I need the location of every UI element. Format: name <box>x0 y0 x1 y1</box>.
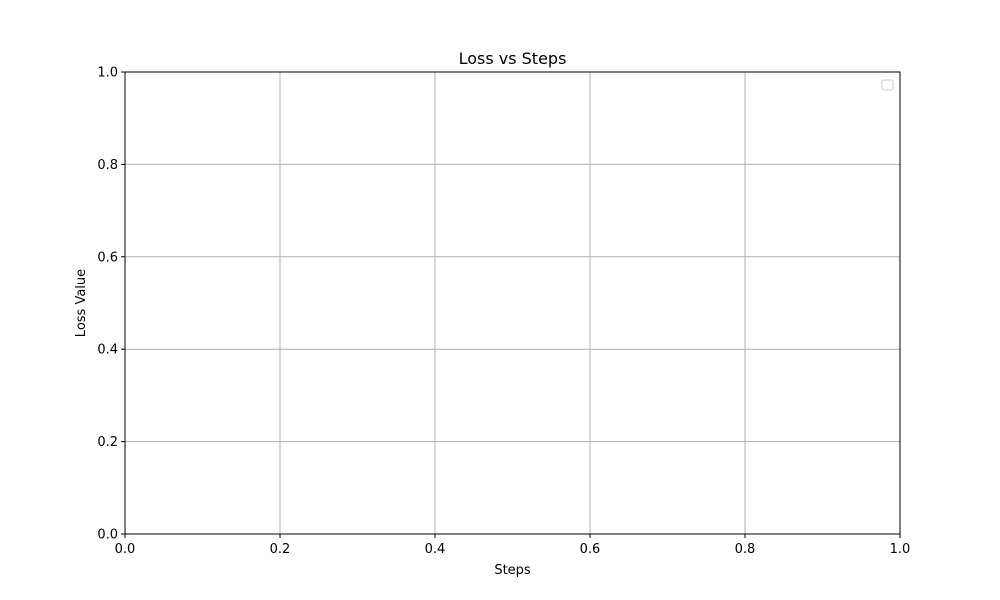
y-tick-label: 0.0 <box>97 528 118 543</box>
x-tick-label: 0.0 <box>115 542 136 557</box>
grid-lines <box>124 71 901 535</box>
y-tick-label: 1.0 <box>97 66 118 81</box>
x-tick-label: 0.6 <box>580 542 601 557</box>
chart-title: Loss vs Steps <box>459 49 567 68</box>
x-tick-label: 0.4 <box>425 542 446 557</box>
x-tick-label: 0.2 <box>270 542 291 557</box>
y-tick-label: 0.4 <box>97 343 118 358</box>
axis-ticks: 0.0 0.2 0.4 0.6 0.8 1.0 0.0 0.2 0.4 0.6 0.8 1.0 <box>97 66 910 558</box>
x-tick-label: 0.8 <box>735 542 756 557</box>
legend-box <box>881 79 894 91</box>
x-tick-label: 1.0 <box>890 542 911 557</box>
x-axis-label: Steps <box>494 563 531 578</box>
y-axis-label: Loss Value <box>74 269 89 337</box>
plot-area-frame <box>124 71 901 535</box>
y-tick-label: 0.6 <box>97 250 118 265</box>
y-tick-label: 0.2 <box>97 435 118 450</box>
y-tick-label: 0.8 <box>97 158 118 173</box>
